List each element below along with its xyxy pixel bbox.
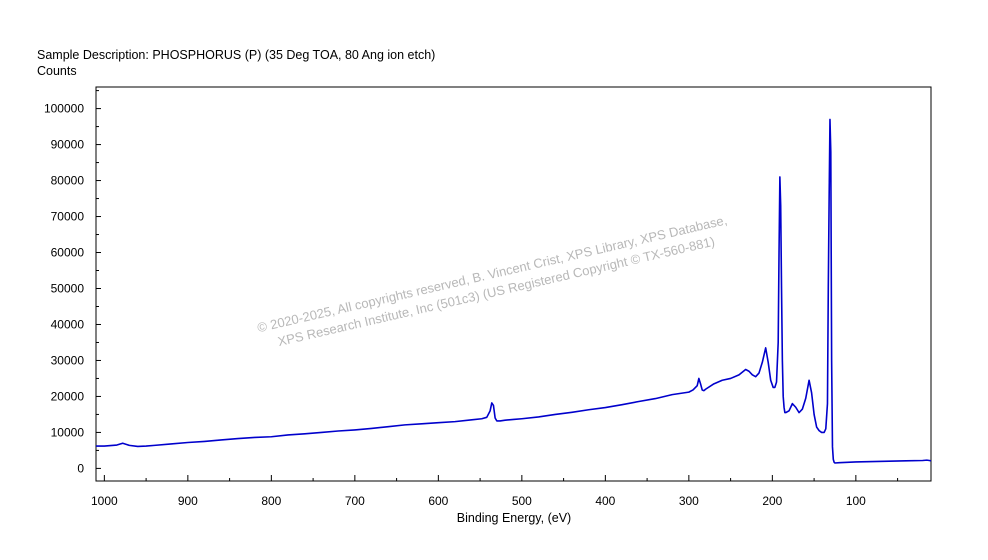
x-tick-label: 400	[595, 494, 615, 508]
spectrum-line	[96, 118, 932, 464]
plot-area	[95, 86, 932, 482]
x-tick-label: 300	[679, 494, 699, 508]
x-tick-label: 800	[261, 494, 281, 508]
watermark-line-1: © 2020-2025, All copyrights reserved, B.…	[256, 212, 729, 335]
x-tick-label: 100	[846, 494, 866, 508]
y-tick-label: 100000	[44, 102, 84, 116]
y-axis-label: Counts	[37, 64, 77, 78]
y-tick-label: 60000	[51, 246, 85, 260]
x-tick-label: 500	[512, 494, 532, 508]
x-axis-label: Binding Energy, (eV)	[457, 511, 571, 525]
x-tick-label: 200	[762, 494, 782, 508]
y-tick-label: 0	[77, 461, 84, 475]
watermark: © 2020-2025, All copyrights reserved, B.…	[256, 212, 729, 349]
x-tick-label: 900	[178, 494, 198, 508]
y-tick-label: 80000	[51, 174, 85, 188]
y-axis: 0 10000 20000 30000 40000 50000 60000 70000 8000…	[44, 90, 101, 475]
x-axis: 1000 900 800 700 600 500 400 300 200 100	[91, 475, 899, 508]
x-tick-label: 700	[345, 494, 365, 508]
y-tick-label: 70000	[51, 210, 85, 224]
series-group	[96, 118, 932, 464]
chart-title: Sample Description: PHOSPHORUS (P) (35 D…	[37, 48, 435, 62]
x-tick-label: 1000	[91, 494, 118, 508]
y-tick-label: 40000	[51, 317, 85, 331]
watermark-line-2: XPS Research Institute, Inc (501c3) (US …	[276, 234, 716, 349]
y-tick-label: 90000	[51, 138, 85, 152]
x-tick-label: 600	[428, 494, 448, 508]
y-tick-label: 10000	[51, 425, 85, 439]
y-tick-label: 50000	[51, 281, 85, 295]
y-tick-label: 20000	[51, 389, 85, 403]
y-tick-label: 30000	[51, 353, 85, 367]
